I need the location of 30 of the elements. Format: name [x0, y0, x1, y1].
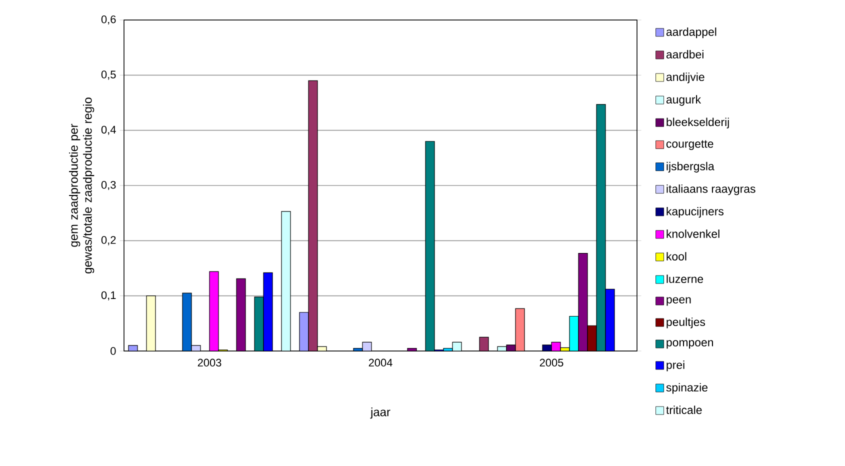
legend-label: bleekselderij — [666, 118, 729, 128]
legend-label: aardbei — [666, 50, 704, 58]
legend-label: aardappel — [666, 28, 716, 38]
y-tick-label: 0,4 — [101, 126, 116, 135]
y-tick-label: 0,1 — [101, 291, 116, 300]
y-tick-label: 0 — [110, 347, 116, 355]
y-tick-label: 0,5 — [101, 70, 116, 80]
legend-label: spinazie — [666, 383, 708, 394]
legend-label: pompoen — [666, 340, 713, 349]
legend-label: ijsbergsla — [666, 162, 714, 173]
x-axis-title: jaar — [370, 407, 390, 419]
legend-label: augurk — [666, 95, 702, 106]
legend-label: prei — [666, 360, 684, 372]
legend-label: luzerne — [666, 274, 704, 284]
y-tick-label: 0,6 — [101, 15, 116, 25]
legend-label: peultjes — [666, 318, 706, 328]
legend-label: triticale — [666, 406, 702, 414]
legend-label: courgette — [666, 140, 714, 150]
legend-label: kool — [666, 252, 686, 260]
legend-label: kapucijners — [666, 206, 724, 218]
y-tick-label: 0,2 — [101, 236, 116, 246]
legend-label: peen — [666, 297, 691, 306]
x-tick-label: 2005 — [540, 358, 564, 367]
x-tick-label: 2004 — [368, 358, 392, 367]
x-tick-label: 2003 — [198, 358, 222, 367]
legend-label: knolvenkel — [666, 230, 720, 238]
legend-label: andijvie — [666, 72, 704, 84]
y-tick-label: 0,3 — [101, 180, 116, 190]
legend-label: italiaans raaygras — [666, 184, 756, 196]
y-axis-title: gem zaadproductie per gewas/totale zaadproductie regio — [69, 98, 94, 274]
